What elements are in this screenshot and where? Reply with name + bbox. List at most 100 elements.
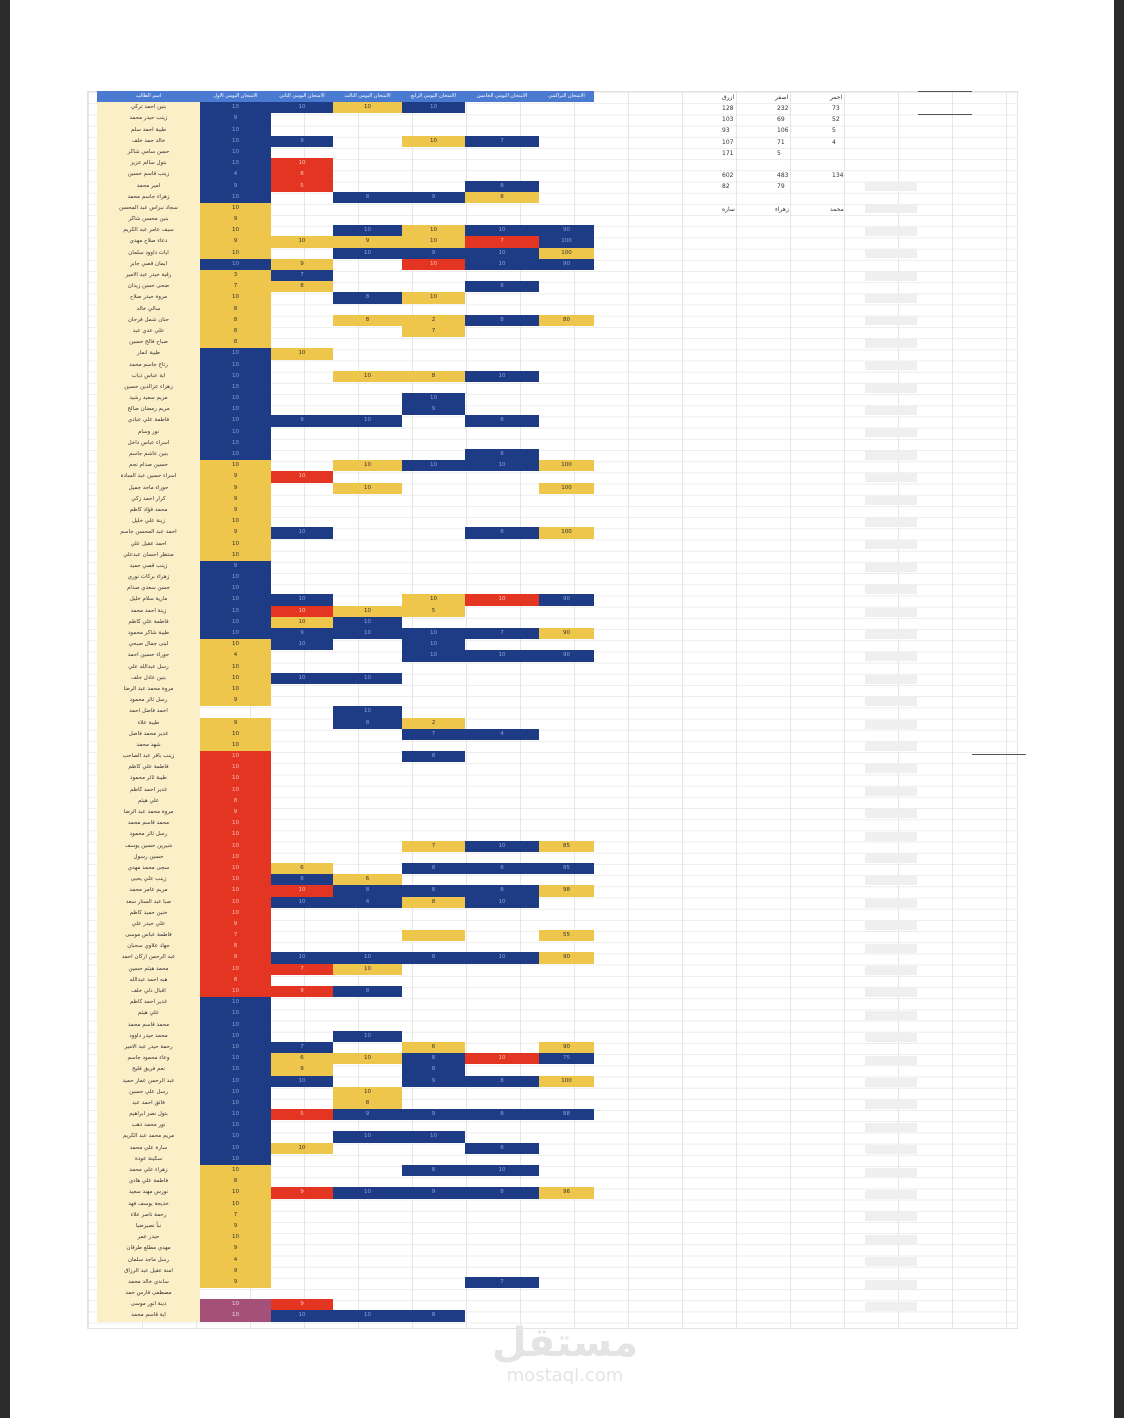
student-name-cell[interactable]: حسين صدام نجم — [97, 460, 200, 472]
exam-1-score-cell[interactable]: 10 — [200, 1153, 271, 1165]
student-name-cell[interactable]: طيبة ثائر محمود — [97, 773, 200, 785]
exam-4-score-cell[interactable] — [402, 583, 465, 594]
student-name-cell[interactable]: اسراء حسين عبد السادة — [97, 471, 200, 483]
exam-4-score-cell[interactable] — [402, 147, 465, 158]
exam-1-score-cell[interactable]: 10 — [200, 862, 271, 875]
exam-4-score-cell[interactable] — [402, 181, 465, 192]
cumulative-score-cell[interactable] — [539, 897, 594, 908]
exam-3-score-cell[interactable]: 10 — [333, 225, 402, 237]
cumulative-score-cell[interactable] — [539, 583, 594, 594]
exam-3-score-cell[interactable] — [333, 919, 402, 930]
exam-5-score-cell[interactable]: 7 — [465, 236, 539, 248]
side-summary-value[interactable]: 52 — [832, 116, 840, 124]
exam-3-score-cell[interactable] — [333, 527, 402, 538]
exam-2-score-cell[interactable] — [271, 841, 333, 852]
cumulative-score-cell[interactable] — [539, 606, 594, 617]
exam-5-score-cell[interactable] — [465, 1064, 539, 1075]
cumulative-score-cell[interactable] — [539, 326, 594, 337]
exam-4-score-cell[interactable] — [402, 1266, 465, 1277]
student-name-cell[interactable]: رسل ماجد سلمان — [97, 1254, 200, 1266]
student-name-cell[interactable]: زينب حيدر محمد — [97, 113, 200, 125]
exam-2-score-cell[interactable] — [271, 706, 333, 717]
side-summary-value[interactable]: 232 — [777, 105, 789, 112]
exam-1-score-cell[interactable]: 4 — [200, 1254, 271, 1266]
exam-4-score-cell[interactable] — [402, 438, 465, 449]
exam-3-score-cell[interactable] — [333, 169, 402, 180]
exam-3-score-cell[interactable]: 8 — [333, 717, 402, 729]
exam-5-score-cell[interactable]: 10 — [465, 258, 539, 270]
exam-3-score-cell[interactable] — [333, 1008, 402, 1019]
exam-2-score-cell[interactable]: 6 — [271, 1053, 333, 1065]
cumulative-score-cell[interactable] — [539, 147, 594, 158]
student-name-cell[interactable]: زينة علي خليل — [97, 516, 200, 528]
header-exam-3[interactable]: الامتحان اليومي الثالث — [333, 91, 402, 103]
exam-5-score-cell[interactable]: 8 — [465, 1075, 539, 1087]
exam-5-score-cell[interactable] — [465, 1087, 539, 1098]
exam-1-score-cell[interactable]: 10 — [200, 1097, 271, 1110]
student-name-cell[interactable]: رسل علي حسين — [97, 1086, 200, 1098]
exam-3-score-cell[interactable] — [333, 1232, 402, 1243]
cumulative-score-cell[interactable] — [539, 360, 594, 371]
exam-1-score-cell[interactable]: 9 — [200, 482, 271, 494]
exam-5-score-cell[interactable] — [465, 1042, 539, 1053]
exam-2-score-cell[interactable] — [271, 975, 333, 986]
exam-1-score-cell[interactable] — [200, 1288, 271, 1299]
exam-5-score-cell[interactable] — [465, 337, 539, 348]
exam-1-score-cell[interactable]: 3 — [200, 270, 271, 282]
cumulative-score-cell[interactable] — [539, 662, 594, 673]
exam-1-score-cell[interactable]: 10 — [200, 963, 271, 975]
exam-2-score-cell[interactable] — [271, 225, 333, 236]
exam-1-score-cell[interactable]: 10 — [200, 1008, 271, 1020]
exam-5-score-cell[interactable]: 8 — [465, 191, 539, 203]
student-name-cell[interactable]: نبأ نصيرضيا — [97, 1220, 200, 1233]
cumulative-score-cell[interactable] — [539, 348, 594, 359]
student-name-cell[interactable]: مارية سلام خليل — [97, 594, 200, 606]
exam-3-score-cell[interactable] — [333, 807, 402, 818]
exam-4-score-cell[interactable] — [402, 908, 465, 919]
student-name-cell[interactable]: جهاد علاوي سحبان — [97, 941, 200, 953]
exam-2-score-cell[interactable] — [271, 360, 333, 371]
student-name-cell[interactable]: فاطمة عباس موسى — [97, 930, 200, 942]
exam-3-score-cell[interactable] — [333, 181, 402, 192]
exam-3-score-cell[interactable]: 8 — [333, 314, 402, 326]
exam-1-score-cell[interactable]: 10 — [200, 191, 271, 203]
exam-4-score-cell[interactable] — [402, 1299, 465, 1310]
student-name-cell[interactable]: بنين محسن شاكر — [97, 214, 200, 226]
cumulative-score-cell[interactable] — [539, 1255, 594, 1266]
exam-3-score-cell[interactable] — [333, 125, 402, 136]
cumulative-score-cell[interactable] — [539, 807, 594, 818]
exam-1-score-cell[interactable]: 10 — [200, 751, 271, 763]
exam-4-score-cell[interactable] — [402, 919, 465, 930]
exam-3-score-cell[interactable]: 10 — [333, 605, 402, 617]
exam-2-score-cell[interactable]: 10 — [271, 594, 333, 606]
exam-3-score-cell[interactable] — [333, 561, 402, 572]
exam-1-score-cell[interactable]: 10 — [200, 874, 271, 886]
exam-1-score-cell[interactable]: 10 — [200, 437, 271, 449]
exam-1-score-cell[interactable]: 10 — [200, 449, 271, 461]
exam-1-score-cell[interactable]: 9 — [200, 236, 271, 248]
exam-2-score-cell[interactable] — [271, 1221, 333, 1232]
exam-1-score-cell[interactable]: 10 — [200, 1086, 271, 1098]
exam-3-score-cell[interactable]: 10 — [333, 1053, 402, 1065]
exam-3-score-cell[interactable] — [333, 1076, 402, 1087]
student-name-cell[interactable]: رحمة ناصر علاء — [97, 1209, 200, 1221]
side-name-1[interactable]: ساره — [722, 206, 735, 213]
cumulative-score-cell[interactable] — [539, 975, 594, 986]
student-name-cell[interactable]: زهراء بركات نوري — [97, 572, 200, 584]
exam-2-score-cell[interactable] — [271, 930, 333, 941]
exam-4-score-cell[interactable] — [402, 1232, 465, 1243]
exam-3-score-cell[interactable] — [333, 785, 402, 796]
exam-3-score-cell[interactable] — [333, 1210, 402, 1221]
exam-2-score-cell[interactable]: 6 — [271, 862, 333, 875]
exam-5-score-cell[interactable]: 10 — [465, 460, 539, 472]
cumulative-score-cell[interactable]: 90 — [539, 225, 594, 237]
exam-3-score-cell[interactable]: 10 — [333, 102, 402, 114]
exam-5-score-cell[interactable]: 8 — [465, 180, 539, 192]
exam-2-score-cell[interactable]: 10 — [271, 527, 333, 539]
cumulative-score-cell[interactable] — [539, 270, 594, 281]
cumulative-score-cell[interactable] — [539, 1221, 594, 1232]
exam-2-score-cell[interactable]: 9 — [271, 628, 333, 640]
exam-3-score-cell[interactable] — [333, 751, 402, 762]
student-name-cell[interactable]: عبد الرحمن اركان احمد — [97, 952, 200, 964]
student-name-cell[interactable]: زينة احمد محمد — [97, 605, 200, 617]
